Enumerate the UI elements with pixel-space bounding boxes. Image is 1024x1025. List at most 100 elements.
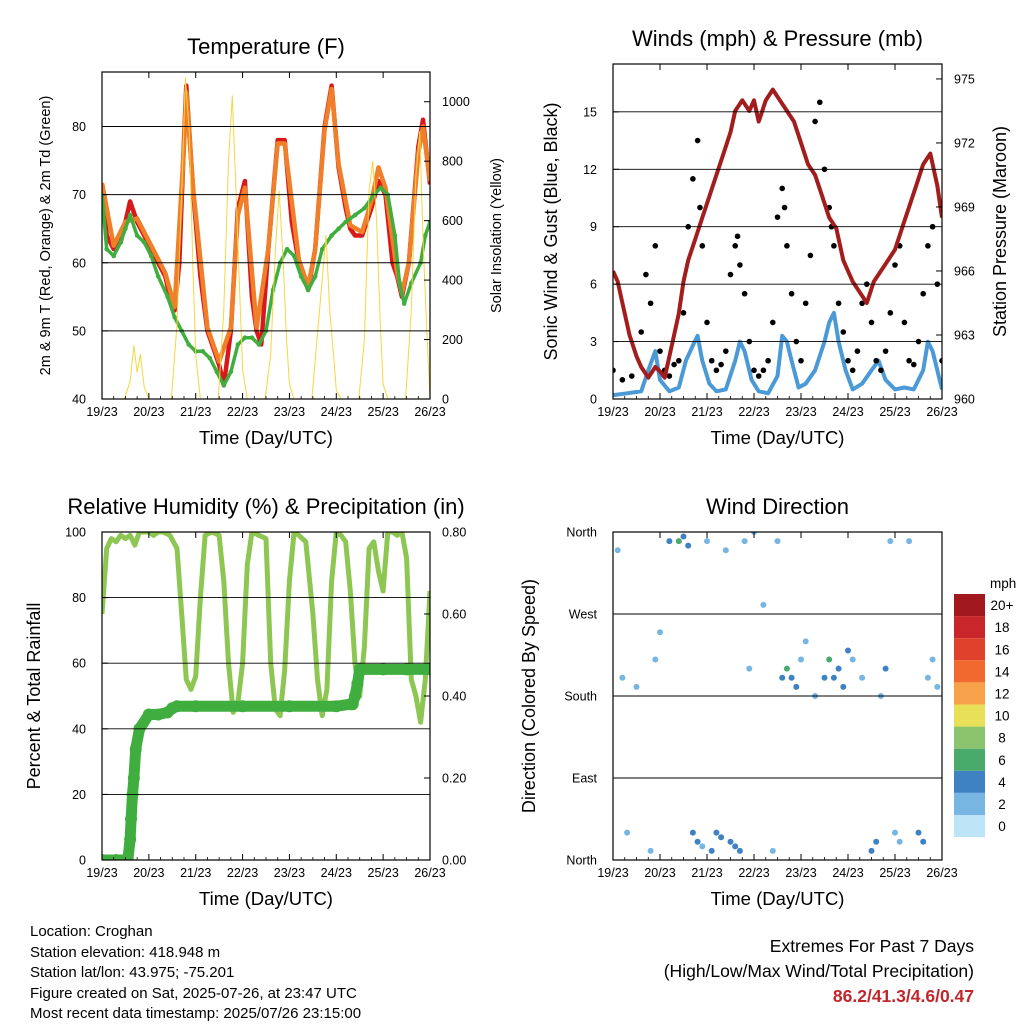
direction-point	[779, 674, 786, 681]
gust-point	[704, 319, 710, 326]
x-tick-label: 20/23	[644, 866, 675, 880]
y2-tick-label: 975	[954, 72, 975, 86]
gust-point	[774, 214, 781, 220]
legend-swatch	[954, 792, 985, 815]
dewpoint-point	[291, 253, 297, 259]
x-tick-label: 25/23	[879, 866, 910, 880]
x-tick-label: 21/23	[180, 866, 211, 880]
gust-point	[831, 243, 837, 249]
y2-tick-label: 969	[954, 200, 975, 214]
rainfall-point	[142, 708, 155, 721]
x-tick-label: 20/23	[133, 866, 164, 880]
dewpoint-point	[200, 349, 206, 354]
y2-tick-label: 600	[442, 214, 463, 228]
station-info: Location: Croghan Station elevation: 418…	[30, 922, 361, 1025]
elevation-text: Station elevation: 418.948 m	[30, 943, 221, 961]
y-tick-label: 100	[65, 526, 86, 540]
direction-point	[633, 683, 640, 690]
gust-point	[732, 243, 738, 249]
y2-tick-label: 0.80	[442, 526, 466, 540]
gust-point	[657, 348, 663, 354]
gust-point	[741, 290, 748, 297]
series-line-total-rainfall	[102, 663, 430, 860]
legend-label: 12	[994, 686, 1009, 701]
x-tick-label: 25/23	[879, 405, 910, 419]
dewpoint-point	[186, 342, 191, 347]
dewpoint-point	[329, 233, 334, 238]
legend-swatch	[954, 770, 985, 793]
gust-point	[638, 329, 644, 335]
direction-point	[845, 647, 851, 654]
gust-point	[619, 377, 626, 383]
x-tick-label: 19/23	[86, 866, 117, 880]
x-tick-label: 24/23	[832, 405, 863, 419]
y-tick-label: 20	[72, 788, 86, 802]
dewpoint-point	[172, 314, 177, 320]
direction-point	[783, 665, 790, 672]
dewpoint-point	[165, 294, 170, 300]
legend-swatch	[954, 616, 985, 639]
gust-point	[765, 357, 771, 364]
x-axis-label: Time (Day/UTC)	[199, 427, 333, 448]
chart-title: Wind Direction	[706, 494, 849, 519]
dewpoint-point	[343, 219, 348, 225]
dewpoint-point	[141, 240, 147, 245]
y2-tick-label: 966	[954, 264, 975, 278]
y2-tick-label: 963	[954, 328, 975, 342]
rainfall-point	[349, 690, 362, 702]
recent-data-text: Most recent data timestamp: 2025/07/26 2…	[30, 1005, 362, 1022]
direction-point	[689, 829, 696, 836]
y-tick-label: 80	[72, 120, 86, 134]
y2-tick-label: 1000	[442, 95, 470, 109]
direction-point	[657, 629, 663, 636]
plot-frame	[101, 531, 431, 861]
direction-point	[652, 656, 659, 663]
x-axis-label: Time (Day/UTC)	[199, 888, 333, 909]
dewpoint-point	[362, 205, 367, 211]
extremes-box: Extremes For Past 7 Days (High/Low/Max W…	[664, 934, 974, 1009]
rainfall-point	[424, 663, 430, 676]
y-tick-label: 60	[72, 657, 86, 671]
created-text: Figure created on Sat, 2025-07-26, at 23…	[30, 984, 357, 1002]
x-tick-label: 22/23	[227, 405, 258, 419]
y-axis-label: Sonic Wind & Gust (Blue, Black)	[541, 102, 561, 360]
gust-point	[788, 290, 795, 297]
series-line-sonic-wind	[613, 310, 942, 398]
gust-point	[817, 99, 823, 106]
direction-point	[896, 838, 903, 845]
legend-label: 2	[998, 797, 1006, 812]
gust-point	[781, 204, 788, 211]
gust-point	[845, 357, 851, 364]
dewpoint-point	[256, 342, 262, 347]
speed-legend: mph 20+ 18 16 14 12 10 8 6 4 2 0	[954, 576, 1016, 838]
y2-tick-label: 0	[442, 393, 449, 407]
legend-label: 0	[998, 819, 1006, 834]
legend-label: 6	[998, 753, 1006, 768]
x-tick-label: 20/23	[644, 405, 675, 419]
direction-point	[685, 542, 692, 549]
gust-point	[784, 243, 790, 249]
y2-tick-label: 972	[954, 136, 975, 150]
gust-point	[798, 357, 804, 364]
direction-point	[929, 656, 936, 663]
gust-point	[727, 271, 734, 278]
gust-point	[939, 357, 942, 364]
y-tick-label: 0	[79, 854, 86, 868]
dewpoint-point	[111, 253, 117, 259]
x-tick-label: 22/23	[738, 866, 769, 880]
direction-point	[718, 834, 725, 841]
gust-point	[699, 243, 706, 249]
direction-point	[788, 674, 795, 681]
dewpoint-point	[305, 287, 311, 293]
gust-point	[760, 367, 767, 374]
gust-point	[676, 357, 682, 364]
gust-point	[840, 329, 847, 335]
chart-title: Temperature (F)	[187, 34, 345, 59]
y2-axis-label: Solar Insolation (Yellow)	[489, 158, 505, 313]
x-tick-label: 19/23	[597, 405, 628, 419]
gust-point	[802, 300, 809, 307]
direction-point	[793, 683, 800, 690]
rainfall-point	[127, 772, 140, 784]
x-tick-label: 25/23	[368, 866, 399, 880]
x-tick-label: 24/23	[321, 405, 352, 419]
